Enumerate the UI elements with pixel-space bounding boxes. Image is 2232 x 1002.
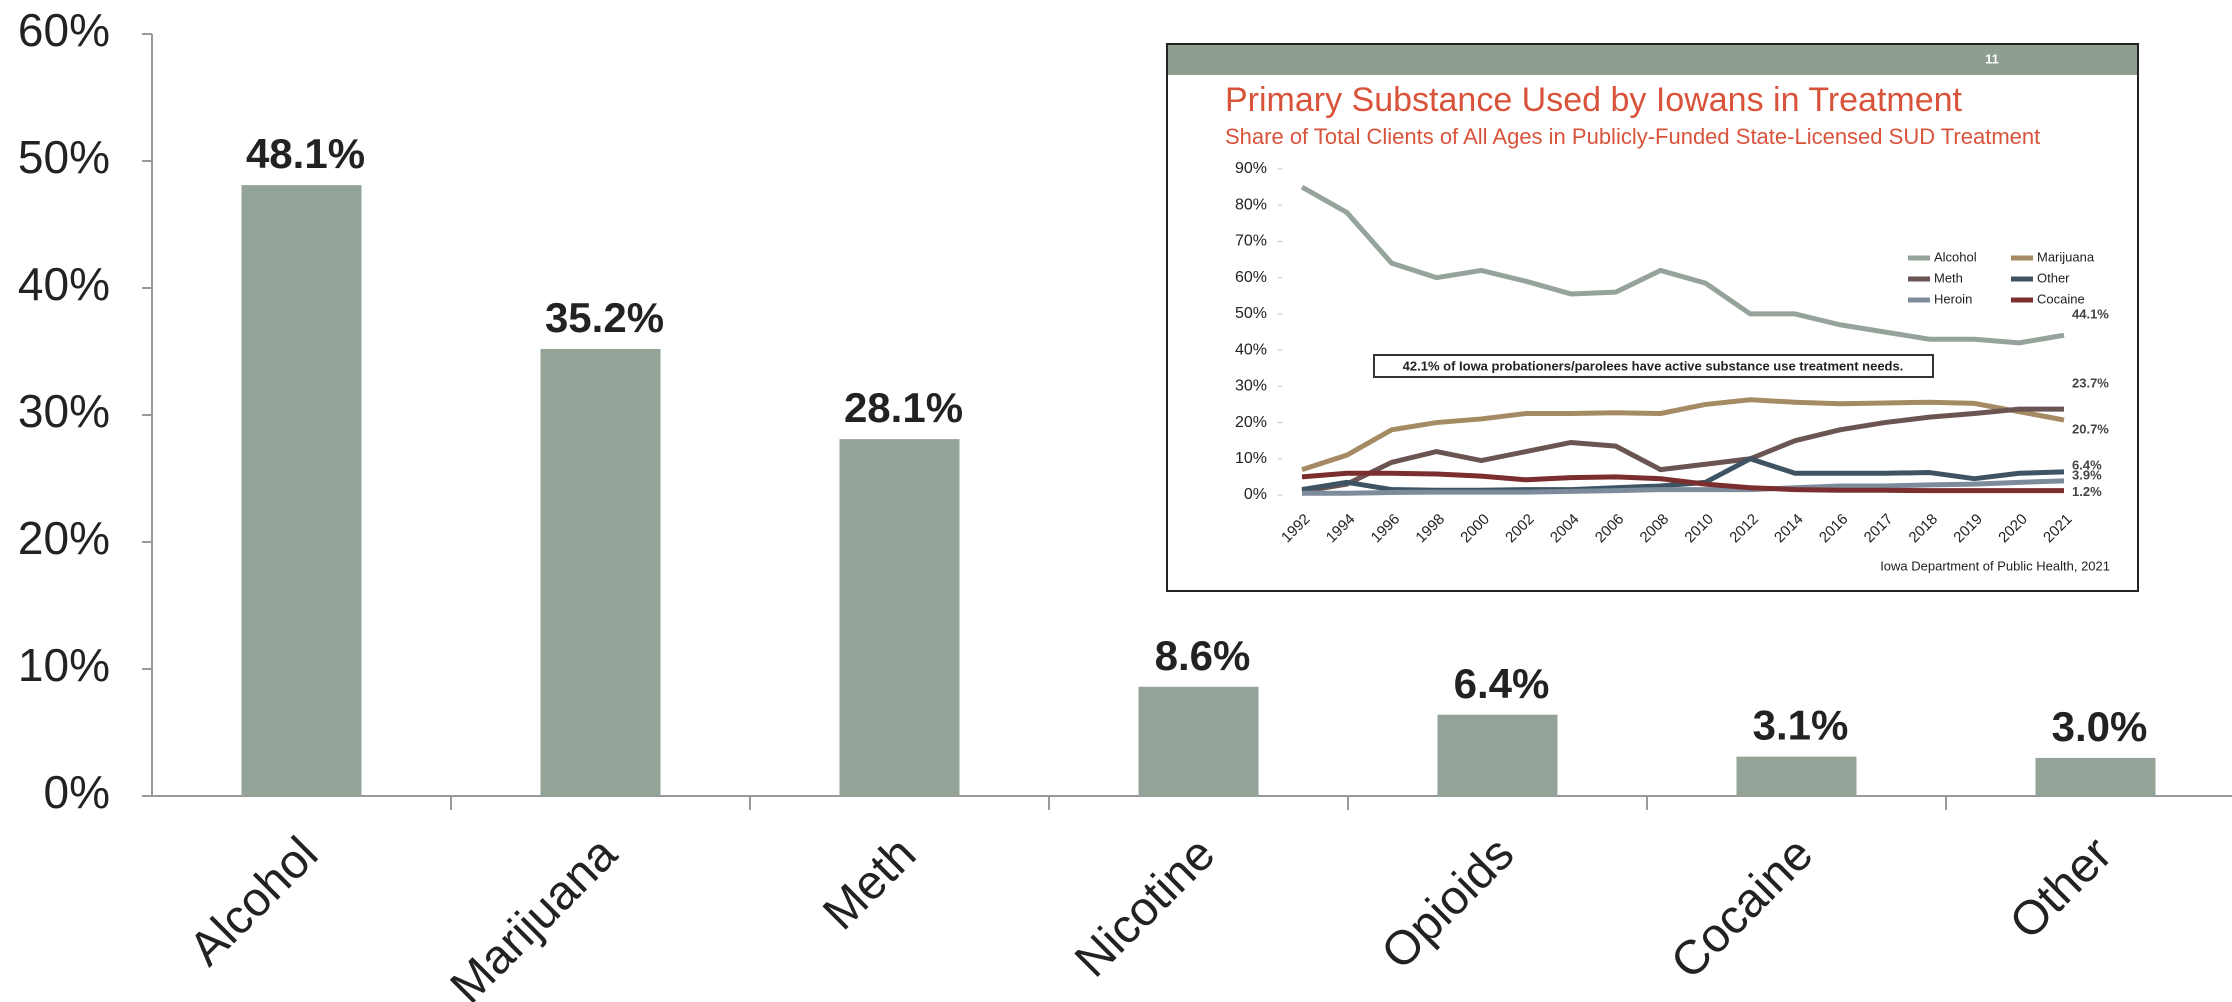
value-label: 3.1% <box>1753 702 1849 749</box>
annotation: 42.1% of Iowa probationers/parolees have… <box>1403 358 1904 373</box>
x-tick-label: Other <box>2000 827 2122 949</box>
y-tick-label: 60% <box>18 4 110 56</box>
series-line <box>1302 478 2065 496</box>
inset-frame <box>1166 43 2139 592</box>
x-tick-label: Cocaine <box>1661 827 1823 989</box>
y-tick-label: 90% <box>1235 160 1267 177</box>
series-line <box>1301 397 2065 473</box>
y-tick-label: 0% <box>44 766 110 818</box>
source: Iowa Department of Public Health, 2021 <box>1880 558 2110 573</box>
end-label: 6.4% <box>2072 457 2102 472</box>
end-label: 20.7% <box>2072 421 2109 436</box>
y-tick-label: 40% <box>1235 341 1267 358</box>
x-tick-label: Meth <box>813 827 926 940</box>
bar <box>241 185 362 796</box>
inset-header <box>1168 45 2137 75</box>
value-label: 6.4% <box>1454 660 1550 707</box>
y-tick-label: 40% <box>18 258 110 310</box>
legend-label: Meth <box>1934 270 1963 285</box>
value-label: 35.2% <box>545 294 664 341</box>
value-label: 48.1% <box>246 130 365 177</box>
y-tick-label: 10% <box>18 639 110 691</box>
y-tick-label: 20% <box>18 512 110 564</box>
y-tick-label: 30% <box>18 385 110 437</box>
value-label: 8.6% <box>1155 632 1251 679</box>
x-tick-label: Marijuana <box>441 827 628 1002</box>
end-label: 44.1% <box>2072 307 2109 322</box>
bar <box>839 439 960 796</box>
y-tick-label: 50% <box>18 131 110 183</box>
annotation-box <box>1373 354 1934 378</box>
end-label: 1.2% <box>2072 484 2102 499</box>
x-tick-label: Alcohol <box>179 827 328 976</box>
inset-subtitle: Share of Total Clients of All Ages in Pu… <box>1225 124 2040 149</box>
value-label: 28.1% <box>844 384 963 431</box>
y-tick-label: 20% <box>1235 414 1267 431</box>
value-label: 3.0% <box>2052 703 2148 750</box>
legend-label: Other <box>2037 270 2070 285</box>
y-tick-label: 70% <box>1235 233 1267 250</box>
inset-title: Primary Substance Used by Iowans in Trea… <box>1225 81 1963 119</box>
legend-label: Marijuana <box>2037 249 2095 264</box>
y-tick-label: 10% <box>1235 450 1267 467</box>
series-line <box>1301 470 2064 494</box>
end-label: 23.7% <box>2072 376 2109 391</box>
bar <box>1736 756 1857 796</box>
series-line <box>1301 406 2064 494</box>
x-tick-label: Opioids <box>1372 827 1525 980</box>
x-tick-label: Nicotine <box>1065 827 1225 987</box>
y-tick-label: 0% <box>1244 486 1267 503</box>
end-label: 3.9% <box>2072 467 2102 482</box>
y-tick-label: 60% <box>1235 269 1267 286</box>
y-tick-label: 80% <box>1235 196 1267 213</box>
bar <box>1138 686 1259 796</box>
bar <box>2035 757 2156 796</box>
legend-label: Heroin <box>1934 291 1972 306</box>
bar <box>1437 714 1558 796</box>
series-line <box>1300 184 2065 346</box>
legend-label: Alcohol <box>1934 249 1977 264</box>
page-number: 11 <box>1985 51 1999 66</box>
y-tick-label: 30% <box>1235 378 1267 395</box>
y-tick-label: 50% <box>1235 305 1267 322</box>
bar <box>540 348 661 796</box>
legend-label: Cocaine <box>2037 291 2085 306</box>
